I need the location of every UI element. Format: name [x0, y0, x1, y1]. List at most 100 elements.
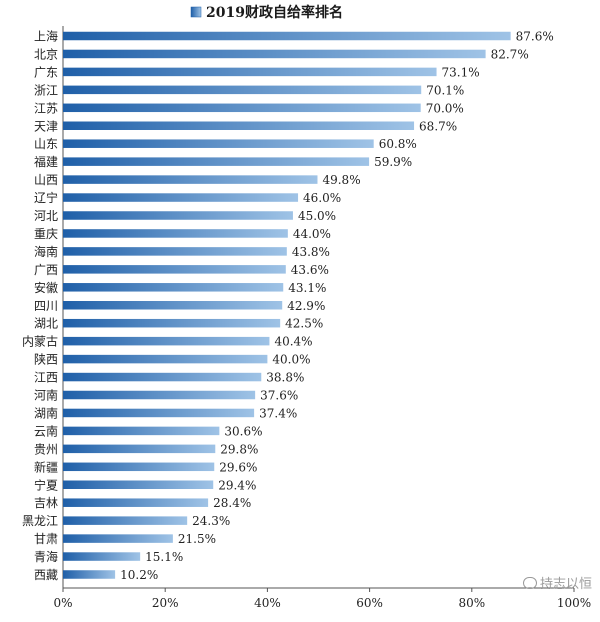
category-label-0: 上海 — [34, 29, 58, 44]
x-tick-label-1: 20% — [152, 596, 179, 610]
value-label-13: 43.6% — [291, 263, 329, 277]
bar-9 — [63, 193, 299, 202]
bar-23 — [63, 444, 216, 454]
bar-10 — [63, 211, 293, 220]
category-label-17: 内蒙古 — [22, 334, 58, 349]
category-label-3: 浙江 — [34, 83, 58, 97]
value-labels: 87.6% 82.7% 73.1% 70.1% 70.0% 68.7%60.8% 59.9%… — [120, 30, 554, 583]
bar-17 — [63, 336, 270, 346]
value-label-30: 10.2% — [120, 568, 158, 582]
category-label-28: 甘肃 — [34, 532, 58, 546]
bar-15 — [63, 301, 283, 310]
bar-0 — [63, 31, 511, 41]
bar-20 — [63, 390, 256, 400]
category-label-8: 山西 — [34, 173, 58, 187]
x-tick-label-4: 80% — [458, 596, 485, 610]
value-label-19: 38.8% — [266, 371, 304, 385]
bar-30 — [63, 570, 116, 579]
value-label-27: 24.3% — [192, 514, 230, 528]
legend: 2019财政自给率排名 — [190, 4, 343, 21]
bar-7 — [63, 157, 370, 166]
bar-27 — [63, 516, 188, 525]
category-label-7: 福建 — [34, 154, 58, 169]
value-label-8: 49.8% — [322, 173, 360, 187]
value-label-1: 82.7% — [491, 47, 529, 61]
bar-6 — [63, 139, 374, 148]
category-label-25: 宁夏 — [34, 477, 58, 492]
category-label-22: 云南 — [34, 423, 58, 438]
bar-22 — [63, 426, 220, 436]
category-label-2: 广东 — [34, 65, 58, 79]
value-label-21: 37.4% — [259, 406, 297, 420]
watermark: 持志以恒 — [522, 573, 592, 592]
value-label-2: 73.1% — [442, 65, 480, 79]
category-label-15: 四川 — [34, 299, 58, 313]
value-label-28: 21.5% — [178, 532, 216, 546]
bar-18 — [63, 354, 268, 364]
legend-swatch — [190, 6, 202, 18]
value-label-11: 44.0% — [293, 227, 331, 241]
category-label-9: 辽宁 — [34, 190, 58, 205]
category-label-27: 黑龙江 — [22, 514, 58, 528]
watermark-text: 持志以恒 — [539, 577, 592, 592]
bar-5 — [63, 121, 415, 130]
value-label-14: 43.1% — [288, 281, 326, 295]
value-label-15: 42.9% — [287, 299, 325, 313]
category-label-20: 河南 — [34, 388, 58, 403]
x-tick-label-2: 40% — [254, 596, 281, 610]
category-label-6: 山东 — [34, 137, 58, 151]
bar-4 — [63, 103, 421, 113]
bar-1 — [63, 49, 486, 59]
value-label-9: 46.0% — [303, 191, 341, 205]
category-label-24: 新疆 — [34, 459, 58, 474]
value-label-10: 45.0% — [298, 209, 336, 223]
legend-label: 2019财政自给率排名 — [206, 4, 343, 21]
value-label-24: 29.6% — [219, 460, 257, 474]
category-label-4: 江苏 — [34, 101, 58, 115]
category-label-14: 安徽 — [34, 280, 58, 295]
bar-21 — [63, 408, 255, 418]
bar-3 — [63, 85, 422, 95]
x-tick-label-0: 0% — [53, 596, 72, 610]
x-tick-label-3: 60% — [356, 596, 383, 610]
x-tick-label-5: 100% — [557, 596, 591, 610]
bar-29 — [63, 552, 141, 561]
wechat-icon — [522, 576, 537, 589]
value-label-4: 70.0% — [426, 101, 464, 115]
value-label-12: 43.8% — [292, 245, 330, 259]
value-label-3: 70.1% — [426, 83, 464, 97]
value-label-20: 37.6% — [260, 389, 298, 403]
bar-2 — [63, 67, 437, 77]
value-label-18: 40.0% — [272, 353, 310, 367]
value-label-7: 59.9% — [374, 155, 412, 169]
bar-16 — [63, 318, 281, 328]
bar-8 — [63, 175, 318, 184]
bar-24 — [63, 462, 215, 472]
category-label-18: 陕西 — [34, 352, 58, 367]
category-label-11: 重庆 — [34, 227, 58, 241]
bar-14 — [63, 283, 284, 292]
category-label-5: 天津 — [34, 119, 58, 133]
value-label-17: 40.4% — [274, 335, 312, 349]
category-label-13: 广西 — [34, 263, 58, 277]
category-label-23: 贵州 — [34, 442, 58, 456]
bars — [63, 31, 511, 579]
category-label-1: 北京 — [34, 47, 58, 61]
category-label-30: 西藏 — [34, 568, 58, 582]
category-label-12: 海南 — [34, 244, 58, 259]
category-label-16: 湖北 — [34, 316, 58, 331]
bar-25 — [63, 480, 214, 489]
value-label-22: 30.6% — [224, 424, 262, 438]
x-tick-labels: 0% 20% 40% 60% 80% 100% — [53, 596, 591, 610]
bar-13 — [63, 265, 286, 274]
value-label-5: 68.7% — [419, 119, 457, 133]
value-label-23: 29.8% — [220, 442, 258, 456]
value-label-25: 29.4% — [218, 478, 256, 492]
bar-11 — [63, 229, 288, 238]
category-label-21: 湖南 — [34, 405, 58, 420]
category-label-19: 江西 — [34, 371, 58, 385]
category-label-26: 吉林 — [34, 496, 58, 510]
bar-26 — [63, 498, 209, 507]
category-labels: 上海北京广东浙江江苏天津山东福建山西辽宁河北重庆海南广西安徽四川湖北内蒙古陕西江… — [22, 29, 58, 583]
